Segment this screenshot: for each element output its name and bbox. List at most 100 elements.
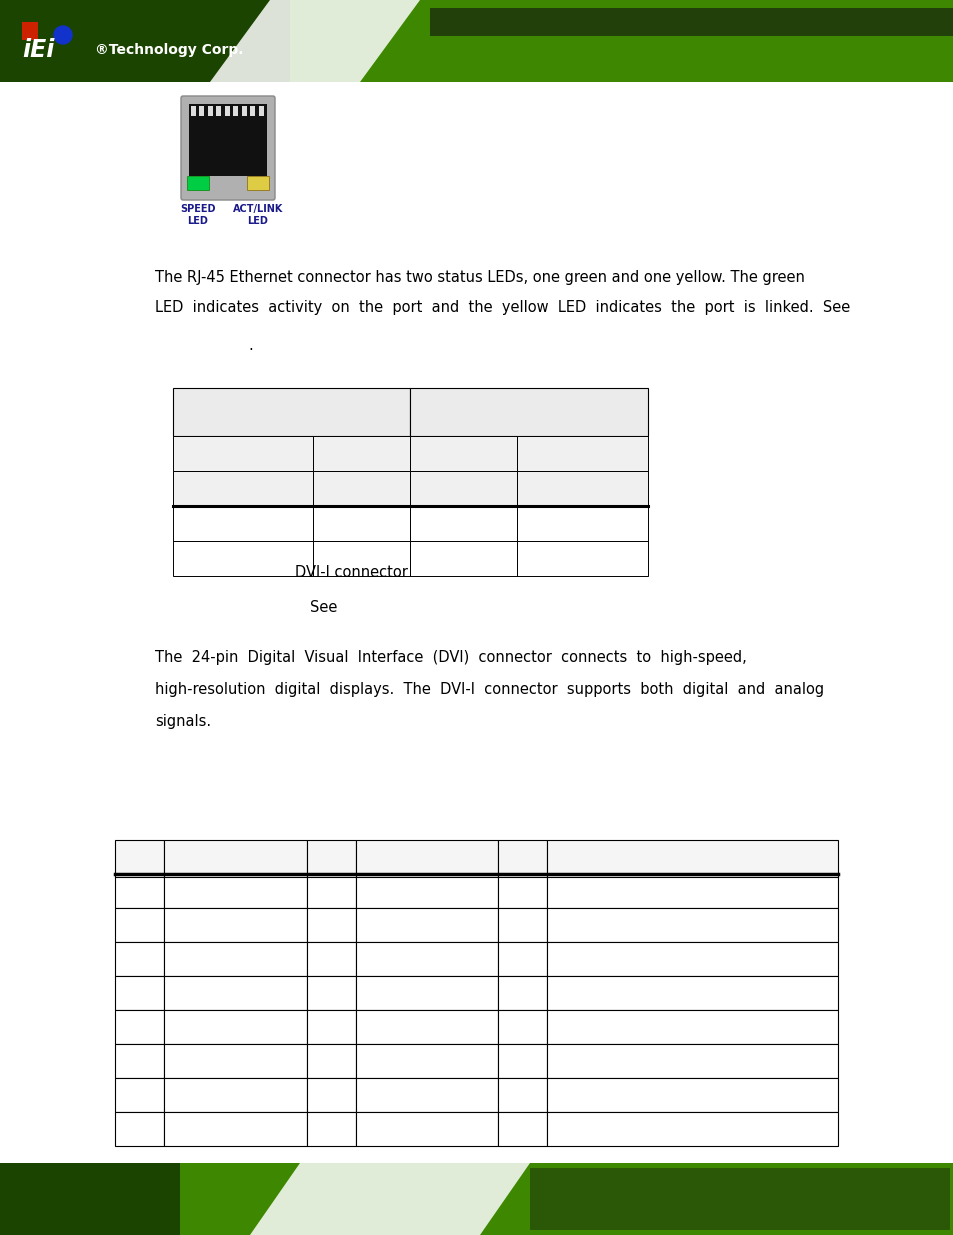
Bar [497,1112,547,1146]
Bar [517,541,647,576]
Bar [355,1044,497,1078]
Bar [517,471,647,506]
Bar [251,106,255,116]
Bar [355,942,497,976]
Bar [355,1112,497,1146]
Bar [306,908,355,942]
Bar [22,22,38,40]
Bar [187,177,209,190]
Bar [547,840,837,874]
Text: signals.: signals. [154,714,211,729]
Bar [115,840,164,874]
Bar [497,1010,547,1044]
Bar [242,106,247,116]
Bar [530,1168,949,1230]
Bar [430,7,953,36]
Bar [547,1044,837,1078]
Bar [497,1078,547,1112]
Bar [497,976,547,1010]
Bar [355,840,497,874]
FancyBboxPatch shape [181,96,274,200]
Circle shape [54,26,71,44]
Bar [199,106,204,116]
Polygon shape [210,0,419,82]
Bar [547,874,837,908]
Bar [517,436,647,471]
Bar [164,1078,306,1112]
Bar [164,908,306,942]
Bar [258,106,264,116]
Bar [164,1044,306,1078]
Bar [547,908,837,942]
Bar [313,506,410,541]
Bar [191,106,195,116]
Bar [115,976,164,1010]
Bar [172,388,410,436]
Bar [355,874,497,908]
Bar [497,840,547,874]
Bar [547,1078,837,1112]
Bar [208,106,213,116]
Bar [164,976,306,1010]
Text: iEi: iEi [22,38,54,62]
Text: SPEED
LED: SPEED LED [180,204,215,226]
Bar [355,1078,497,1112]
Bar [306,976,355,1010]
Bar [313,471,410,506]
Bar [247,177,269,190]
Text: DVI-I connector: DVI-I connector [294,564,408,580]
Bar [547,1112,837,1146]
Text: high-resolution  digital  displays.  The  DVI-I  connector  supports  both  digi: high-resolution digital displays. The DV… [154,682,823,697]
Bar [497,908,547,942]
Bar [0,0,290,82]
Bar [306,874,355,908]
Bar [410,541,517,576]
Text: LED  indicates  activity  on  the  port  and  the  yellow  LED  indicates  the  : LED indicates activity on the port and t… [154,300,849,315]
Bar [216,106,221,116]
Bar [225,106,230,116]
Bar [410,388,647,436]
Bar [189,104,267,177]
Bar [0,1163,180,1235]
Bar [0,0,953,82]
Bar [115,1078,164,1112]
Bar [115,1044,164,1078]
Bar [306,840,355,874]
Bar [115,1010,164,1044]
Bar [306,1010,355,1044]
Bar [355,908,497,942]
Bar [164,874,306,908]
Text: ®Technology Corp.: ®Technology Corp. [95,43,243,57]
Text: The  24-pin  Digital  Visual  Interface  (DVI)  connector  connects  to  high-sp: The 24-pin Digital Visual Interface (DVI… [154,650,746,664]
Bar [172,541,313,576]
Bar [172,471,313,506]
Bar [115,908,164,942]
Bar [355,1010,497,1044]
Bar [497,942,547,976]
Text: The RJ-45 Ethernet connector has two status LEDs, one green and one yellow. The : The RJ-45 Ethernet connector has two sta… [154,270,804,285]
Bar [306,1078,355,1112]
Bar [115,942,164,976]
Bar [355,976,497,1010]
Bar [164,840,306,874]
Polygon shape [250,1163,530,1235]
Bar [547,942,837,976]
Bar [313,541,410,576]
Bar [497,874,547,908]
Text: .: . [248,338,253,353]
Bar [115,1112,164,1146]
Bar [410,471,517,506]
Bar [547,1010,837,1044]
Bar [410,436,517,471]
Bar [233,106,238,116]
Bar [164,942,306,976]
Bar [313,436,410,471]
Bar [517,506,647,541]
Bar [172,436,313,471]
Bar [0,0,953,82]
Text: See: See [310,600,337,615]
Bar [0,1163,953,1235]
Bar [115,874,164,908]
Bar [410,506,517,541]
Bar [306,1112,355,1146]
